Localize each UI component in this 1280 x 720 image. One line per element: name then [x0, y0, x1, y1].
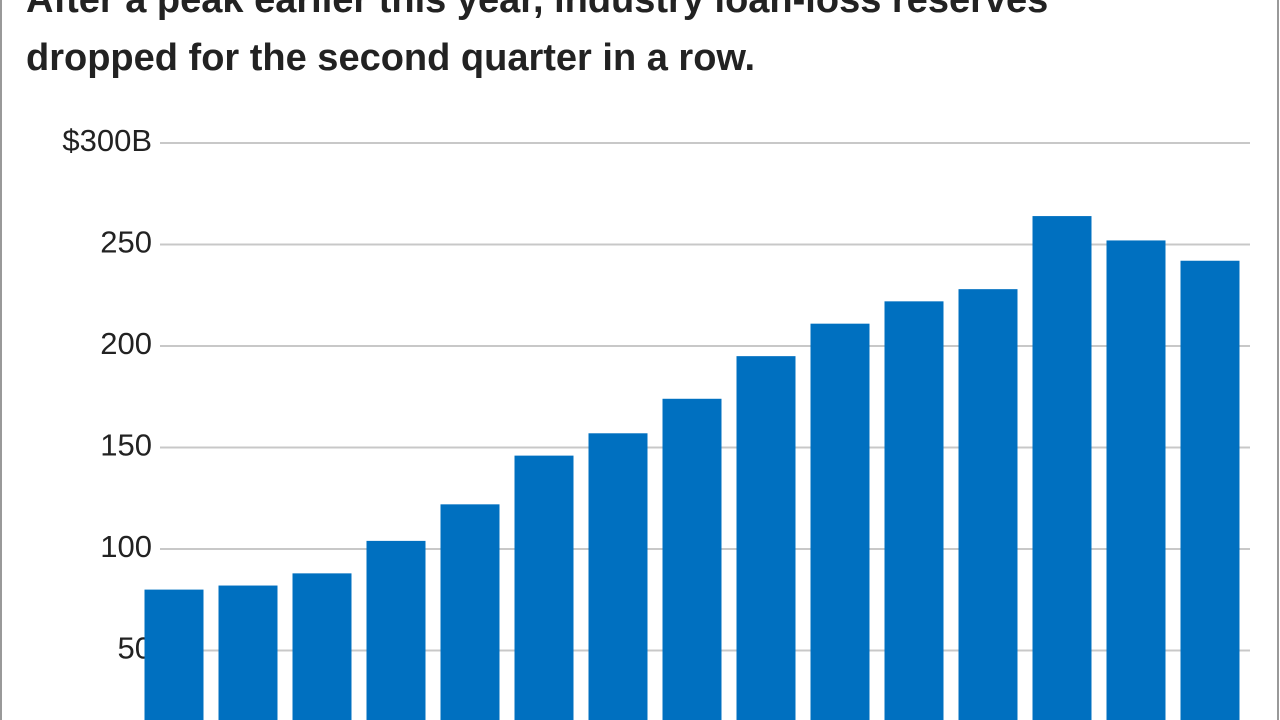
bar [292, 573, 352, 720]
bar [588, 433, 648, 720]
bar [958, 289, 1018, 720]
chart-title: dropped for the second quarter in a row. [26, 37, 755, 79]
bar [1032, 216, 1092, 720]
y-tick-label: 150 [100, 428, 152, 463]
bar [1106, 240, 1166, 720]
bar [810, 323, 870, 720]
bar [1180, 260, 1240, 720]
bar [218, 585, 278, 720]
bar [366, 540, 426, 720]
bar [662, 398, 722, 720]
bar [144, 589, 204, 720]
bar [884, 301, 944, 720]
bar [514, 455, 574, 720]
y-tick-label: 200 [100, 326, 152, 361]
y-tick-label: 250 [100, 225, 152, 260]
y-tick-label: 100 [100, 529, 152, 564]
chart-title: After a peak earlier this year, industry… [26, 0, 1048, 21]
bar [736, 356, 796, 720]
bar [440, 504, 500, 720]
y-tick-label: $300B [62, 123, 152, 158]
